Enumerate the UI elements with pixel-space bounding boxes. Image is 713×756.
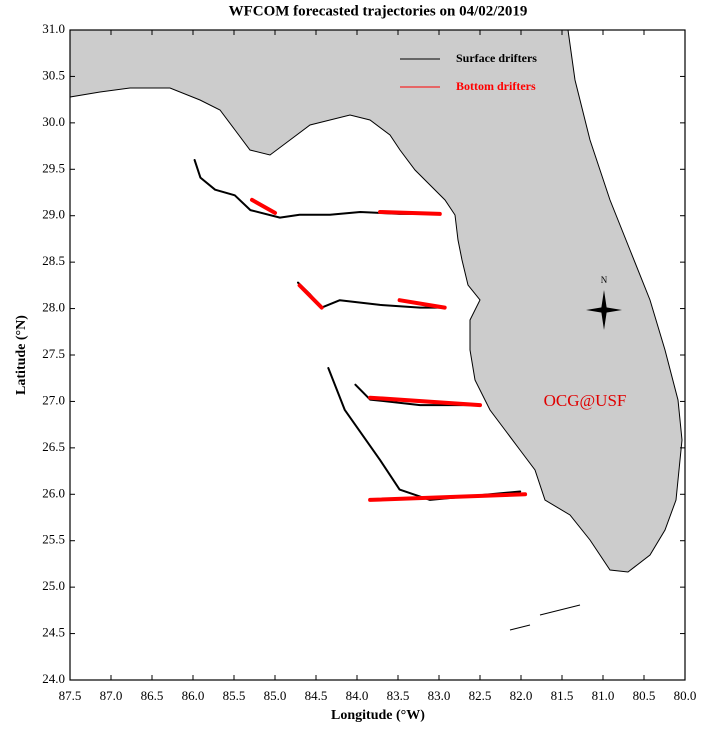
x-tick-label: 87.0	[100, 688, 123, 703]
x-tick-label: 82.5	[469, 688, 492, 703]
y-tick-label: 29.5	[42, 160, 65, 175]
bottom-track	[378, 210, 442, 216]
surface-track	[354, 383, 481, 407]
y-tick-label: 30.5	[42, 67, 65, 82]
y-tick-label: 25.5	[42, 532, 65, 547]
x-tick-label: 84.0	[346, 688, 369, 703]
x-tick-label: 85.5	[223, 688, 246, 703]
y-tick-label: 26.0	[42, 485, 65, 500]
y-tick-label: 27.5	[42, 346, 65, 361]
x-tick-label: 84.5	[305, 688, 328, 703]
x-tick-label: 81.0	[592, 688, 615, 703]
y-tick-label: 25.0	[42, 578, 65, 593]
x-tick-label: 86.0	[182, 688, 205, 703]
credit: OCG@USF	[544, 391, 627, 410]
x-tick-label: 80.5	[633, 688, 656, 703]
land	[69, 29, 683, 573]
x-tick-label: 87.5	[59, 688, 82, 703]
y-tick-label: 24.5	[42, 625, 65, 640]
north-label: N	[601, 275, 608, 285]
y-axis-label: Latitude (°N)	[14, 315, 29, 395]
x-tick-label: 83.5	[387, 688, 410, 703]
chart-title: WFCOM forecasted trajectories on 04/02/2…	[229, 3, 528, 19]
keys	[509, 604, 581, 631]
y-tick-label: 31.0	[42, 21, 65, 36]
bottom-track	[297, 283, 324, 310]
y-tick-label: 29.0	[42, 207, 65, 222]
legend-label: Bottom drifters	[456, 79, 536, 93]
y-tick-label: 27.0	[42, 392, 65, 407]
y-tick-label: 28.0	[42, 300, 65, 315]
y-tick-label: 26.5	[42, 439, 65, 454]
x-tick-label: 80.0	[674, 688, 697, 703]
x-tick-label: 83.0	[428, 688, 451, 703]
x-axis-label: Longitude (°W)	[331, 708, 425, 723]
bottom-track	[397, 298, 447, 310]
surface-track	[193, 159, 441, 219]
x-tick-label: 85.0	[264, 688, 287, 703]
y-tick-label: 28.5	[42, 253, 65, 268]
x-tick-label: 86.5	[141, 688, 164, 703]
compass	[586, 290, 622, 330]
bottom-track	[250, 197, 277, 215]
x-tick-label: 82.0	[510, 688, 533, 703]
x-tick-label: 81.5	[551, 688, 574, 703]
bottom-track	[368, 492, 528, 502]
y-tick-label: 30.0	[42, 114, 65, 129]
bottom-track	[368, 395, 482, 408]
y-tick-label: 24.0	[42, 671, 65, 686]
legend-label: Surface drifters	[456, 51, 537, 65]
